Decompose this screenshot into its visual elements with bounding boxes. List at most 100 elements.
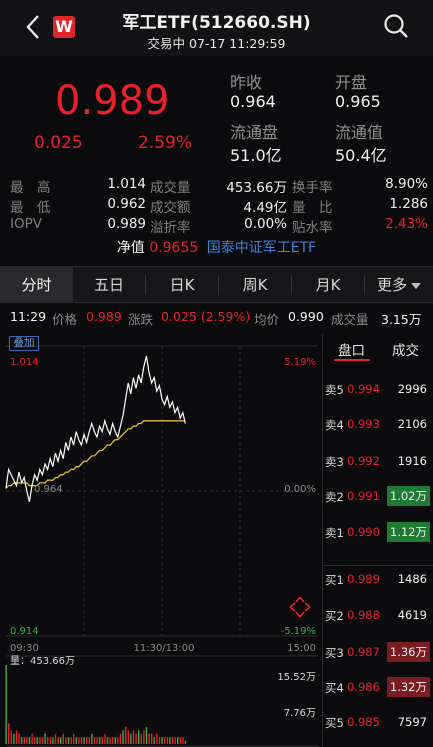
volume-bar <box>161 737 163 744</box>
stat-label: 最 高 <box>10 180 51 196</box>
overlay-button[interactable]: 叠加 <box>9 336 39 351</box>
ask-volume: 1.12万 <box>386 522 430 542</box>
fund-name-link[interactable]: 国泰中证军工ETF <box>206 240 317 256</box>
chart-labels: 1.014 0.964 0.914 5.19% 0.00% -5.19% 09:… <box>10 357 316 719</box>
volume-bar <box>96 737 98 744</box>
volume-bar <box>70 737 72 744</box>
volume-bar <box>101 737 103 744</box>
bid-side: 买4 <box>325 681 344 695</box>
price-change: 0.025 <box>34 133 83 153</box>
ask-side: 卖3 <box>325 455 344 469</box>
volume-bar <box>127 730 129 744</box>
volume-bar <box>171 737 174 744</box>
open-value: 0.965 <box>335 92 381 111</box>
volume-bar <box>182 737 184 744</box>
volume-tick-mid: 7.76万 <box>284 708 316 719</box>
nav-label: 净值 <box>116 240 145 256</box>
volume-bar <box>88 737 90 744</box>
ask-side: 卖5 <box>325 383 344 397</box>
volume-bar <box>86 737 88 744</box>
ask-row: 卖4 0.993 2106 <box>322 413 433 435</box>
volume-bar <box>28 737 31 744</box>
volume-bar <box>80 737 83 744</box>
stat-label: 溢折率 <box>150 220 191 236</box>
tab-more[interactable]: 更多 <box>365 267 433 303</box>
tab-five-day[interactable]: 五日 <box>93 276 124 294</box>
ask-price: 0.992 <box>347 454 380 468</box>
intraday-chart[interactable]: 1.014 0.964 0.914 5.19% 0.00% -5.19% 09:… <box>0 334 433 747</box>
volume-bar <box>49 737 51 744</box>
volume-bar <box>174 737 176 744</box>
tab-intraday[interactable]: 分时 <box>0 267 73 303</box>
crosshair-move-icon[interactable] <box>289 596 311 618</box>
info-time: 11:29 <box>10 309 47 324</box>
volume-bar <box>62 733 64 744</box>
info-volume-label: 成交量 <box>331 312 369 327</box>
float-shares-value: 51.0亿 <box>230 146 282 165</box>
volume-bar <box>166 737 168 744</box>
volume-bars <box>5 665 187 744</box>
bid-side: 买2 <box>325 609 344 623</box>
info-change-label: 涨跌 <box>128 312 154 327</box>
ask-volume: 2996 <box>397 382 427 396</box>
volume-bar <box>67 737 70 744</box>
bid-row: 买3 0.987 1.36万 <box>322 641 433 663</box>
tab-daily-k[interactable]: 日K <box>169 276 195 294</box>
y-mid-label: 0.964 <box>34 484 63 495</box>
page-title: 军工ETF(512660.SH) <box>122 13 311 33</box>
bid-row: 买2 0.988 4619 <box>322 604 433 626</box>
bid-side: 买3 <box>325 646 344 660</box>
volume-bar <box>104 733 106 744</box>
chevron-left-icon[interactable] <box>22 12 46 42</box>
info-avg: 0.990 <box>288 309 324 324</box>
volume-bar <box>65 737 67 744</box>
tab-divider <box>291 275 292 295</box>
bid-price: 0.985 <box>347 715 380 729</box>
bid-volume: 1486 <box>397 572 427 586</box>
tab-divider <box>218 275 219 295</box>
volume-bar <box>83 737 85 744</box>
search-icon[interactable] <box>382 12 410 40</box>
volume-bar <box>5 665 7 744</box>
stat-value: 0.00% <box>244 216 287 232</box>
tab-weekly-k[interactable]: 周K <box>242 276 268 294</box>
ask-side: 卖2 <box>325 490 344 504</box>
bid-price: 0.987 <box>347 645 380 659</box>
price-line <box>5 355 186 502</box>
y-high-label: 1.014 <box>10 357 39 368</box>
stats-row: 最 高 1.014 成交量 453.66万 换手率 8.90% <box>0 176 433 196</box>
stat-value: 453.66万 <box>226 180 287 196</box>
time-end-label: 15:00 <box>287 643 316 654</box>
volume-bar <box>23 737 25 744</box>
book-separator <box>322 565 433 566</box>
chart-grid <box>6 345 318 747</box>
ask-row: 卖5 0.994 2996 <box>322 378 433 400</box>
volume-bar <box>153 737 155 744</box>
volume-bar <box>130 733 132 744</box>
tab-more-label: 更多 <box>376 276 407 294</box>
bid-side: 买5 <box>325 716 344 730</box>
tab-divider <box>364 275 365 295</box>
chevron-down-icon <box>411 282 421 289</box>
volume-bar <box>125 726 127 744</box>
volume-bar <box>60 737 62 744</box>
nav-row[interactable]: 净值 0.9655 国泰中证军工ETF <box>0 237 433 261</box>
volume-bar <box>158 737 161 744</box>
volume-bar <box>10 730 12 744</box>
volume-bar <box>78 737 80 744</box>
tab-trades[interactable]: 成交 <box>392 343 419 359</box>
ask-volume: 2106 <box>397 417 427 431</box>
tab-monthly-k[interactable]: 月K <box>315 276 341 294</box>
volume-bar <box>93 737 96 744</box>
tab-order-book[interactable]: 盘口 <box>338 343 365 359</box>
stat-label: 量 比 <box>292 200 333 216</box>
volume-bar <box>156 733 158 744</box>
volume-label: 量：453.66万 <box>10 655 75 667</box>
quote-summary: 0.989 0.025 2.59% 昨收 0.964 开盘 0.965 流通盘 … <box>0 56 433 168</box>
volume-bar <box>52 737 54 744</box>
stat-value: 2.43% <box>385 216 428 232</box>
stat-label: 成交量 <box>150 180 191 196</box>
volume-bar <box>112 737 114 744</box>
stat-label: IOPV <box>10 216 42 232</box>
bid-volume: 1.32万 <box>386 677 430 697</box>
